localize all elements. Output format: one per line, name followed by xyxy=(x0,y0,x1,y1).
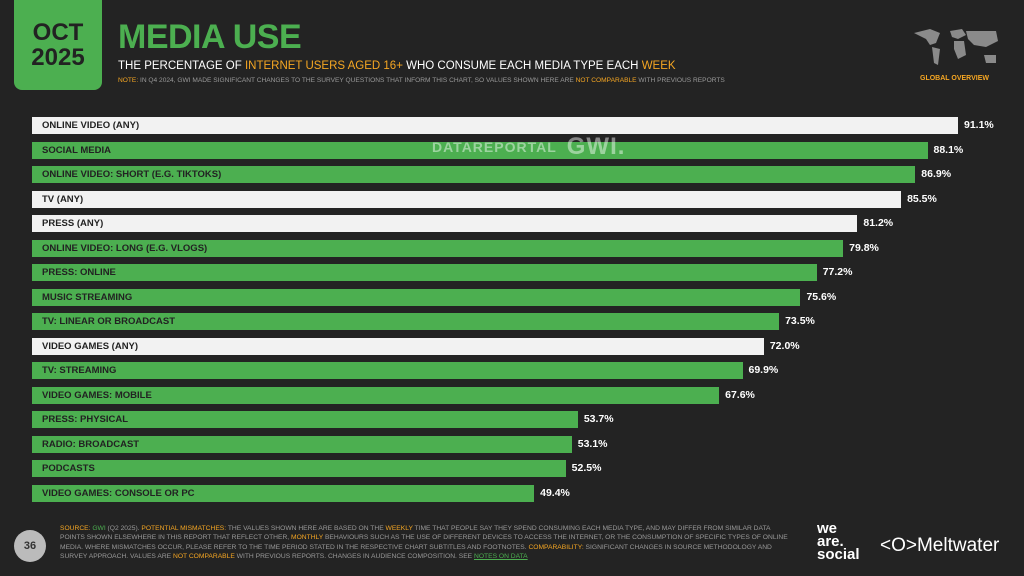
foot-segment: POTENTIAL MISMATCHES: xyxy=(141,525,227,532)
watermark-datareportal: DATAREPORTAL xyxy=(432,139,557,155)
data-label: 77.2% xyxy=(822,266,853,278)
data-label: 49.4% xyxy=(540,486,570,499)
bar xyxy=(32,337,764,355)
bar xyxy=(32,313,780,330)
date-badge: OCT 2025 xyxy=(14,0,102,90)
meltwater-logo: <O>Meltwater xyxy=(880,535,1000,556)
bar xyxy=(32,484,535,502)
foot-segment: MONTHLY xyxy=(291,534,324,542)
bar-label: ONLINE VIDEO: LONG (E.G. VLOGS) xyxy=(42,242,208,254)
data-label: 91.1% xyxy=(964,119,994,131)
subtitle: THE PERCENTAGE OF INTERNET USERS AGED 16… xyxy=(118,60,676,72)
data-label: 79.8% xyxy=(849,241,879,254)
bar xyxy=(32,264,817,281)
subtitle-segment: THE PERCENTAGE OF xyxy=(118,60,245,72)
data-label: 53.1% xyxy=(577,437,608,450)
note-segment: WITH PREVIOUS REPORTS xyxy=(636,77,725,84)
bar xyxy=(32,117,958,134)
data-label: 88.1% xyxy=(933,143,964,156)
bar-label: MUSIC STREAMING xyxy=(42,291,133,303)
foot-segment: NOT COMPARABLE xyxy=(173,553,235,561)
we-are-social-logo: we are. social xyxy=(817,520,860,563)
bar xyxy=(32,141,928,159)
note-segment: NOTE: xyxy=(118,77,139,84)
bar-label: TV: STREAMING xyxy=(42,365,117,376)
world-map-icon xyxy=(914,29,998,65)
data-label: 53.7% xyxy=(583,413,614,425)
foot-segment[interactable]: NOTES ON DATA xyxy=(474,553,528,561)
subtitle-segment: WEEK xyxy=(641,60,676,72)
bar-label: PRESS: ONLINE xyxy=(42,267,116,278)
foot-segment: COMPARABILITY: xyxy=(528,543,584,551)
bar xyxy=(32,411,578,428)
data-label: 72.0% xyxy=(769,339,800,352)
data-label: 75.6% xyxy=(806,290,837,303)
bar xyxy=(32,239,844,257)
data-label: 86.9% xyxy=(921,168,952,180)
note-segment: NOT COMPARABLE xyxy=(575,77,637,84)
region-label: GLOBAL OVERVIEW xyxy=(920,75,989,82)
foot-segment: THE VALUES SHOWN HERE ARE BASED ON THE xyxy=(226,525,386,532)
data-label: 67.6% xyxy=(725,388,755,401)
bar-label: VIDEO GAMES (ANY) xyxy=(42,340,139,352)
bar-label: ONLINE VIDEO (ANY) xyxy=(42,120,140,131)
bar xyxy=(32,386,720,404)
foot-segment: BEHAVIOURS SUCH AS THE USE OF DIFFERENT … xyxy=(60,534,788,551)
bar-label: ONLINE VIDEO: SHORT (E.G. TIKTOKS) xyxy=(42,169,222,180)
date-year: 2025 xyxy=(31,44,85,71)
meltwater-icon: <O> xyxy=(880,535,917,556)
foot-segment: GWI xyxy=(92,525,106,532)
data-label: 52.5% xyxy=(571,462,602,474)
bar xyxy=(32,362,743,379)
data-label: 73.5% xyxy=(785,315,815,327)
bar xyxy=(32,190,902,208)
watermark: DATAREPORTAL GWI. xyxy=(432,133,625,161)
bar xyxy=(32,288,801,306)
subtitle-segment: INTERNET USERS AGED 16+ xyxy=(244,60,403,72)
bar-label: PRESS: PHYSICAL xyxy=(42,414,129,425)
bar-label: PODCASTS xyxy=(42,463,95,474)
bar-label: TV: LINEAR OR BROADCAST xyxy=(42,316,175,327)
foot-segment: SIGNIFICANT CHANGES IN SOURCE METHODOLOG… xyxy=(60,543,772,561)
note-segment: IN Q4 2024, GWI MADE SIGNIFICANT CHANGES… xyxy=(138,77,576,84)
page-title: MEDIA USE xyxy=(118,18,302,56)
foot-segment: WEEKLY xyxy=(385,525,413,532)
bar-label: VIDEO GAMES: CONSOLE OR PC xyxy=(42,487,195,499)
bar xyxy=(32,166,916,183)
note: NOTE: IN Q4 2024, GWI MADE SIGNIFICANT C… xyxy=(118,77,725,84)
data-label: 69.9% xyxy=(748,364,779,376)
date-month: OCT xyxy=(32,19,84,46)
foot-segment: WITH PREVIOUS REPORTS. CHANGES IN AUDIEN… xyxy=(234,553,474,561)
bar xyxy=(32,460,566,477)
foot-segment: SOURCE: xyxy=(60,525,93,532)
data-label: 81.2% xyxy=(863,217,894,229)
page-number: 36 xyxy=(14,530,46,562)
bar xyxy=(32,435,572,453)
bar-label: PRESS (ANY) xyxy=(42,218,104,229)
subtitle-segment: WHO CONSUME EACH MEDIA TYPE EACH xyxy=(402,60,642,72)
data-label: 85.5% xyxy=(907,192,937,205)
bar-label: TV (ANY) xyxy=(42,193,84,205)
foot-segment: (Q2 2025). xyxy=(105,525,142,532)
foot-segment: TIME THAT PEOPLE SAY THEY SPEND CONSUMIN… xyxy=(60,525,771,542)
watermark-gwi: GWI. xyxy=(566,133,626,160)
bar-label: SOCIAL MEDIA xyxy=(42,144,111,156)
bar xyxy=(32,215,858,232)
bar-label: RADIO: BROADCAST xyxy=(42,438,140,450)
footer-notes: SOURCE: GWI (Q2 2025). POTENTIAL MISMATC… xyxy=(60,524,790,562)
bar-label: VIDEO GAMES: MOBILE xyxy=(42,389,152,401)
